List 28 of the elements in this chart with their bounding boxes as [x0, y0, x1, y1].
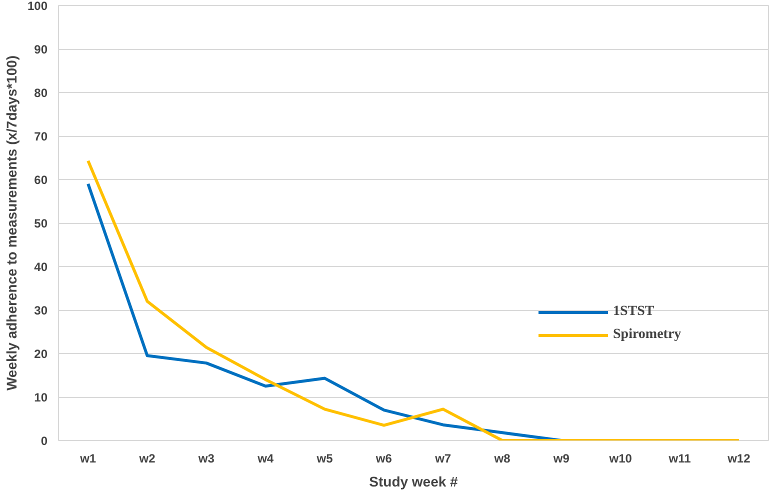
x-tick-label: w8: [493, 452, 511, 466]
y-tick-label: 0: [40, 434, 48, 448]
y-tick-label: 100: [27, 0, 48, 13]
x-tick-label: w9: [552, 452, 570, 466]
y-tick-label: 90: [34, 42, 48, 56]
y-tick-label: 80: [34, 86, 48, 100]
y-tick-label: 70: [34, 130, 48, 144]
line-series: [86, 159, 740, 440]
x-tick-label: w6: [374, 452, 392, 466]
x-tick-label: w4: [256, 452, 274, 466]
x-axis-title: Study week #: [369, 474, 458, 490]
y-tick-label: 50: [34, 216, 48, 230]
y-tick-label: 30: [34, 304, 48, 318]
x-tick-label: w3: [197, 452, 215, 466]
x-tick-label: w12: [726, 452, 751, 466]
y-tick-label: 20: [34, 347, 48, 361]
y-tick-label: 40: [34, 260, 48, 274]
y-axis-title: Weekly adherence to measurements (x/7days*100): [3, 55, 20, 391]
x-tick-label: w5: [316, 452, 334, 466]
x-tick-label: w7: [434, 452, 452, 466]
x-tick-label: w1: [79, 452, 96, 466]
legend-label: 1STST: [613, 304, 654, 320]
y-tick-label: 10: [34, 390, 48, 404]
legend-label: Spirometry: [613, 327, 682, 343]
x-tick-label: w10: [608, 452, 632, 466]
x-tick-label: w2: [138, 452, 156, 466]
y-tick-label: 60: [34, 173, 48, 187]
x-tick-label: w11: [668, 452, 692, 466]
